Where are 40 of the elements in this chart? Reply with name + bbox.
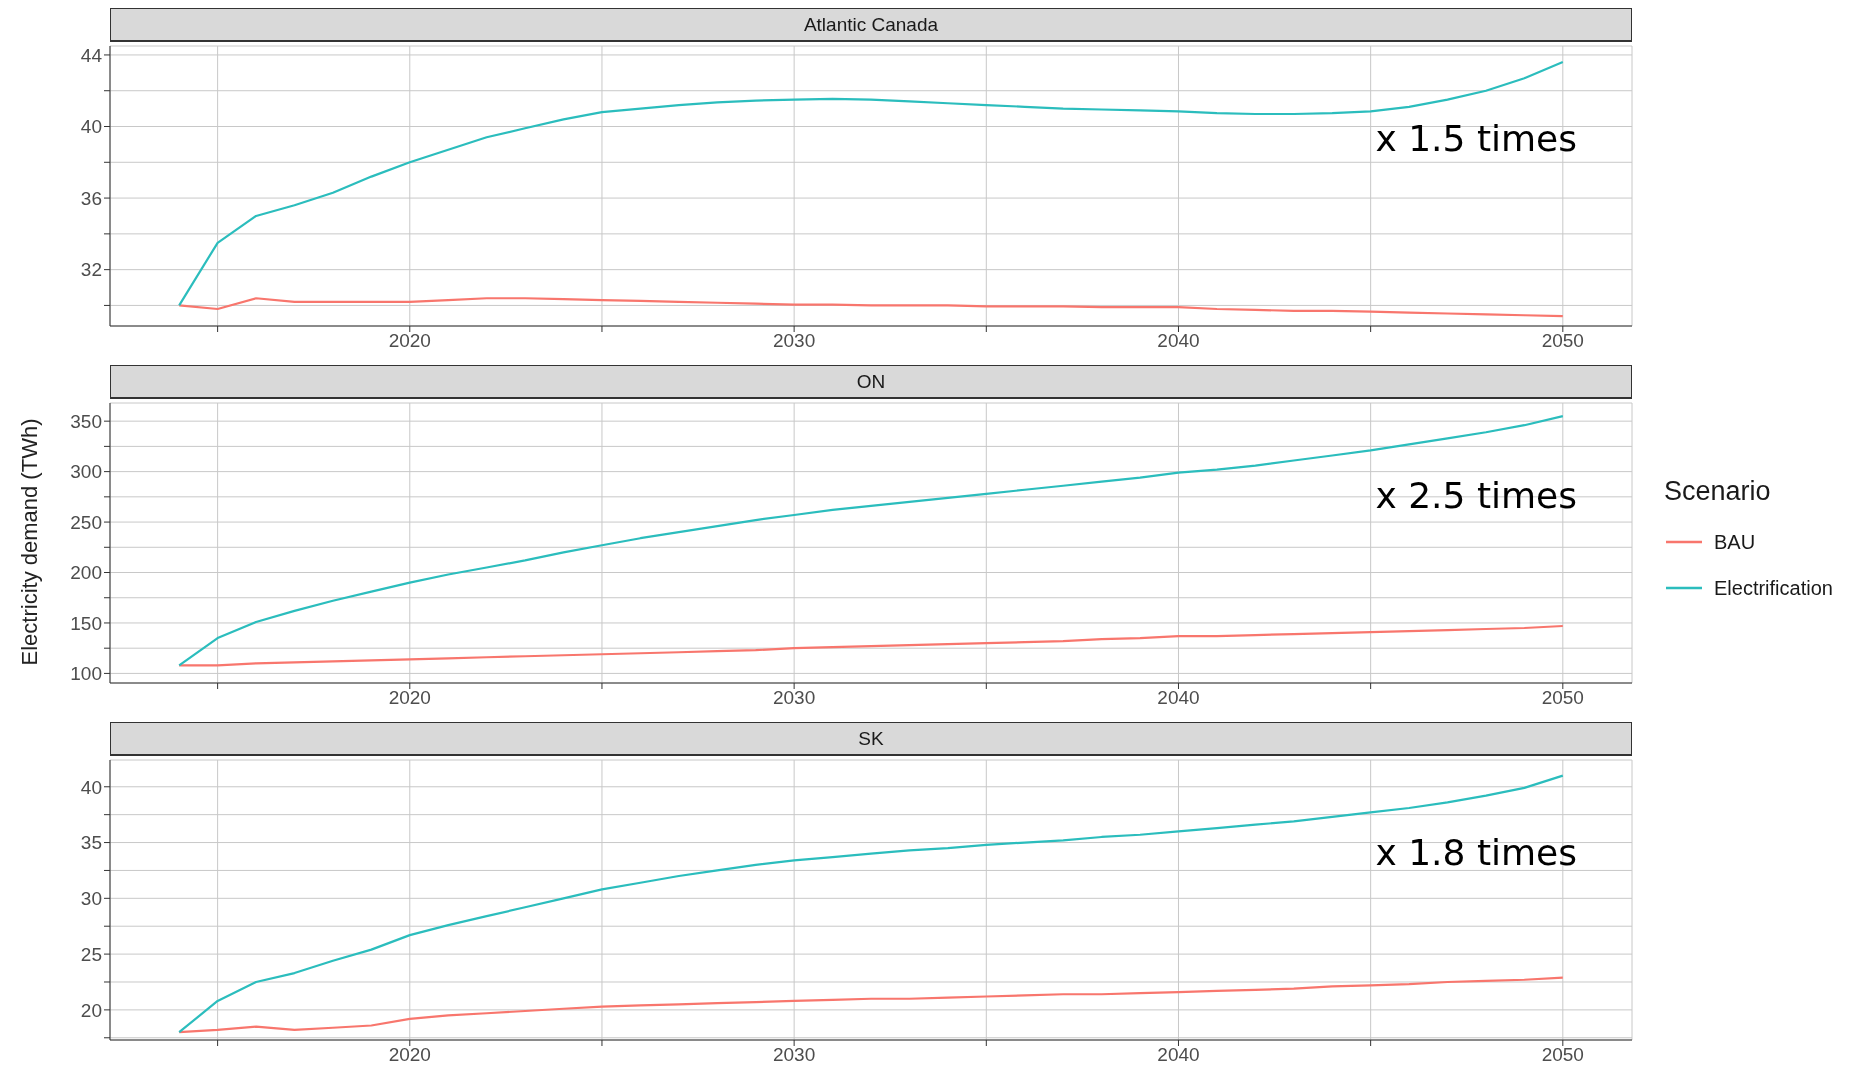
y-tick-label: 35 <box>80 832 102 854</box>
line-series <box>178 976 1564 1034</box>
legend-label: Electrification <box>1714 576 1833 600</box>
x-tick-label: 2030 <box>772 1044 816 1066</box>
x-tick-label: 2020 <box>388 1044 431 1066</box>
y-tick-label: 150 <box>70 612 102 634</box>
y-tick-label: 40 <box>80 116 102 138</box>
y-tick-label: 20 <box>80 999 102 1021</box>
legend-label: BAU <box>1714 530 1756 554</box>
x-tick-label: 2030 <box>772 687 816 709</box>
line-series <box>178 624 1564 667</box>
y-tick-label: 30 <box>80 888 102 910</box>
x-tick-label: 2040 <box>1157 687 1200 709</box>
y-tick-label: 32 <box>80 259 102 281</box>
y-tick-label: 40 <box>80 776 102 798</box>
y-tick-label: 250 <box>70 511 102 533</box>
chart-title: ON <box>110 365 1632 399</box>
x-tick-label: 2020 <box>388 330 431 352</box>
x-tick-label: 2030 <box>772 330 816 352</box>
y-tick-label: 36 <box>80 187 102 209</box>
x-tick-label: 2050 <box>1541 687 1584 709</box>
x-tick-label: 2050 <box>1541 330 1584 352</box>
chart-title: Atlantic Canada <box>110 8 1632 42</box>
y-tick-label: 100 <box>70 663 102 685</box>
x-tick-label: 2040 <box>1157 1044 1200 1066</box>
y-tick-label: 44 <box>80 44 103 66</box>
y-tick-label: 200 <box>70 562 102 584</box>
y-tick-label: 300 <box>70 461 102 483</box>
chart-title: SK <box>110 722 1632 756</box>
x-tick-label: 2040 <box>1157 330 1200 352</box>
y-axis-title: Electricity demand (TWh) <box>17 418 43 666</box>
annotation: x 1.8 times <box>1375 832 1577 873</box>
x-tick-label: 2020 <box>388 687 431 709</box>
legend-title: Scenario <box>1664 476 1772 507</box>
y-tick-label: 25 <box>80 943 102 965</box>
annotation: x 2.5 times <box>1375 475 1577 516</box>
x-tick-label: 2050 <box>1541 1044 1584 1066</box>
annotation: x 1.5 times <box>1375 118 1577 159</box>
line-series <box>178 297 1564 318</box>
y-tick-label: 350 <box>70 410 102 432</box>
